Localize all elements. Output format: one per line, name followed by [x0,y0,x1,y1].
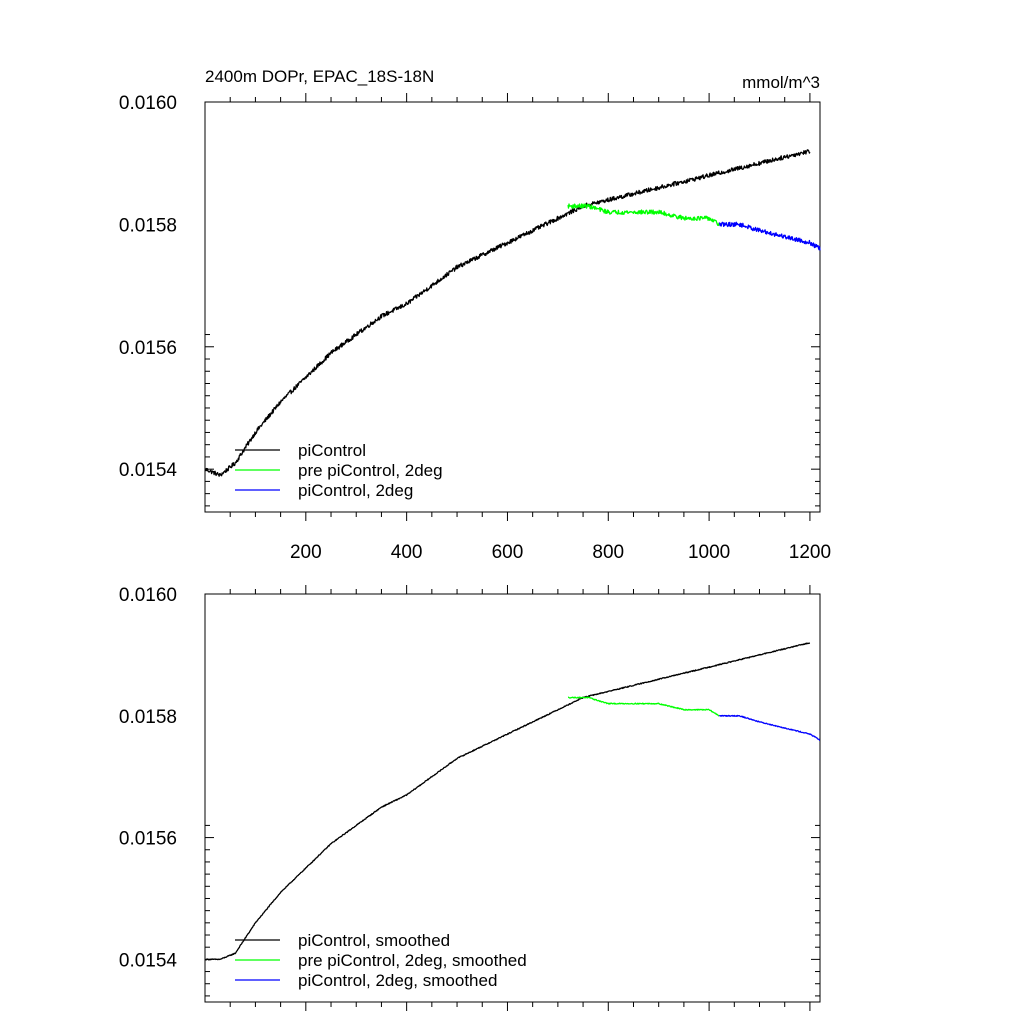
legend-label-3: piControl, 2deg, smoothed [298,971,497,990]
y-tick-label: 0.0158 [119,707,177,728]
y-tick-label: 0.0154 [119,950,178,971]
x-tick-label: 600 [492,542,524,563]
series-line-3 [718,221,821,251]
y-tick-label: 0.0156 [119,829,177,850]
y-tick-label: 0.0156 [119,338,177,359]
x-tick-label: 1200 [789,542,831,563]
series-line-1 [204,642,811,961]
x-tick-label: 800 [592,542,624,563]
plot-frame [204,593,821,1003]
y-tick-label: 0.0154 [119,460,178,481]
legend-label-1: piControl, smoothed [298,931,450,950]
series-line-2 [567,696,720,717]
y-tick-label: 0.0158 [119,215,177,236]
series-line-3 [719,714,821,741]
legend-label-3: piControl, 2deg [298,481,413,500]
series-line-2 [567,203,720,227]
units-label: mmol/m^3 [742,73,820,92]
y-tick-label: 0.0160 [119,93,177,114]
x-tick-label: 200 [290,542,322,563]
chart-title: 2400m DOPr, EPAC_18S-18N [205,67,434,86]
panel-1: 0.0154 0.0156 0.0158 0.0160 200 400 600 800 1000… [119,67,831,563]
series-line-1 [204,149,811,477]
legend-label-2: pre piControl, 2deg [298,461,443,480]
y-tick-label: 0.0160 [119,585,177,606]
x-tick-label: 1000 [688,542,730,563]
x-tick-label: 400 [391,542,423,563]
legend-label-2: pre piControl, 2deg, smoothed [298,951,527,970]
legend-label-1: piControl [298,441,366,460]
panel-2: 0.0154 0.0156 0.0158 0.0160 piControl, smoot… [119,585,821,1011]
plot-frame [204,101,821,513]
